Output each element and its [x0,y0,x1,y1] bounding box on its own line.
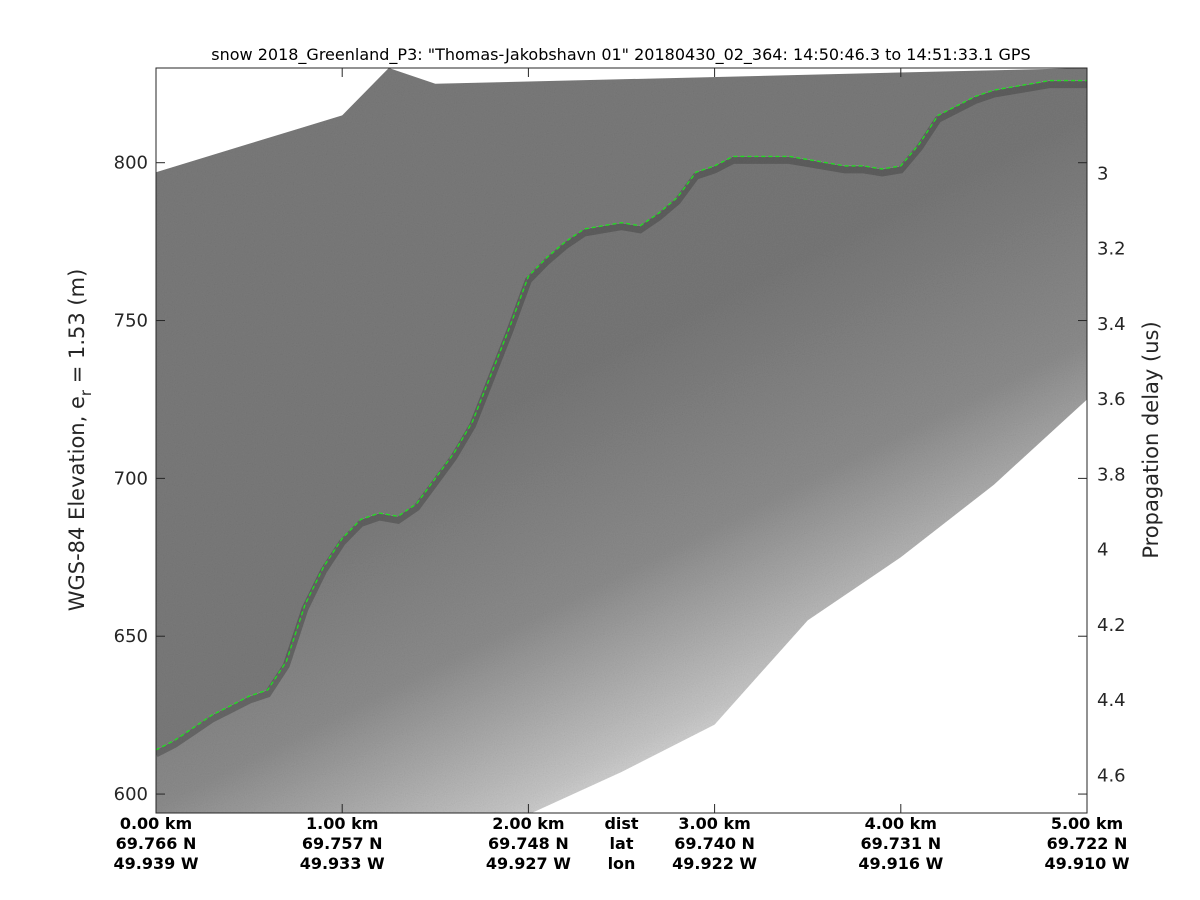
bottom-x-axis: 0.00 km 1.00 km 2.00 km 3.00 km 4.00 km 5.00 … [114,68,1130,873]
right-y-axis-label: Propagation delay (us) [1139,321,1163,558]
bottom-lat-label: 69.748 N [488,834,569,853]
chart-title: snow 2018_Greenland_P3: "Thomas-Jakobsha… [211,45,1030,65]
bottom-lon-label: 49.927 W [486,854,571,873]
echogram-subsurface-region [156,80,1087,813]
right-tick-label: 3.6 [1097,389,1126,410]
y-label-subscript: r [77,389,95,396]
surface-dark-band [156,81,1087,758]
bottom-row-name: dist [604,814,638,833]
echogram-air-region [156,68,1087,750]
bottom-dist-label: 0.00 km [120,814,192,833]
bottom-row-name: lat [610,834,634,853]
bottom-dist-label: 5.00 km [1051,814,1123,833]
bottom-row-name: lon [608,854,636,873]
y-label-main: WGS-84 Elevation, e [65,396,89,611]
bottom-dist-label: 2.00 km [492,814,564,833]
bottom-lat-label: 69.757 N [302,834,383,853]
right-tick-label: 3 [1097,163,1108,184]
bottom-lat-label: 69.731 N [860,834,941,853]
bottom-dist-label: 4.00 km [865,814,937,833]
bottom-lat-label: 69.766 N [116,834,197,853]
bottom-lon-label: 49.922 W [672,854,757,873]
right-tick-label: 4.6 [1097,765,1126,786]
y-label-rest: = 1.53 (m) [65,269,89,390]
bottom-lon-label: 49.916 W [858,854,943,873]
right-tick-label: 3.8 [1097,464,1126,485]
left-tick-label: 600 [114,784,148,805]
bottom-lon-label: 49.939 W [114,854,199,873]
left-tick-label: 650 [114,626,148,647]
left-tick-label: 800 [114,153,148,174]
right-tick-label: 3.2 [1097,239,1126,260]
bottom-lon-label: 49.933 W [300,854,385,873]
left-tick-label: 750 [114,311,148,332]
left-y-axis-label: WGS-84 Elevation, er = 1.53 (m) [65,269,95,612]
left-tick-label: 700 [114,468,148,489]
right-y-axis: 3 3.2 3.4 3.6 3.8 4 4.2 4.4 4.6 [1097,163,1126,786]
bottom-dist-label: 1.00 km [306,814,378,833]
echogram-image [156,68,1087,813]
right-tick-label: 4.2 [1097,615,1126,636]
right-tick-label: 3.4 [1097,314,1126,335]
bottom-dist-label: 3.00 km [678,814,750,833]
bottom-lat-label: 69.740 N [674,834,755,853]
bottom-lon-label: 49.910 W [1045,854,1130,873]
bottom-lat-label: 69.722 N [1047,834,1128,853]
left-y-axis: 600 650 700 750 800 [114,153,1087,805]
plot-frame [155,67,1088,814]
right-tick-label: 4 [1097,540,1108,561]
right-tick-label: 4.4 [1097,690,1126,711]
